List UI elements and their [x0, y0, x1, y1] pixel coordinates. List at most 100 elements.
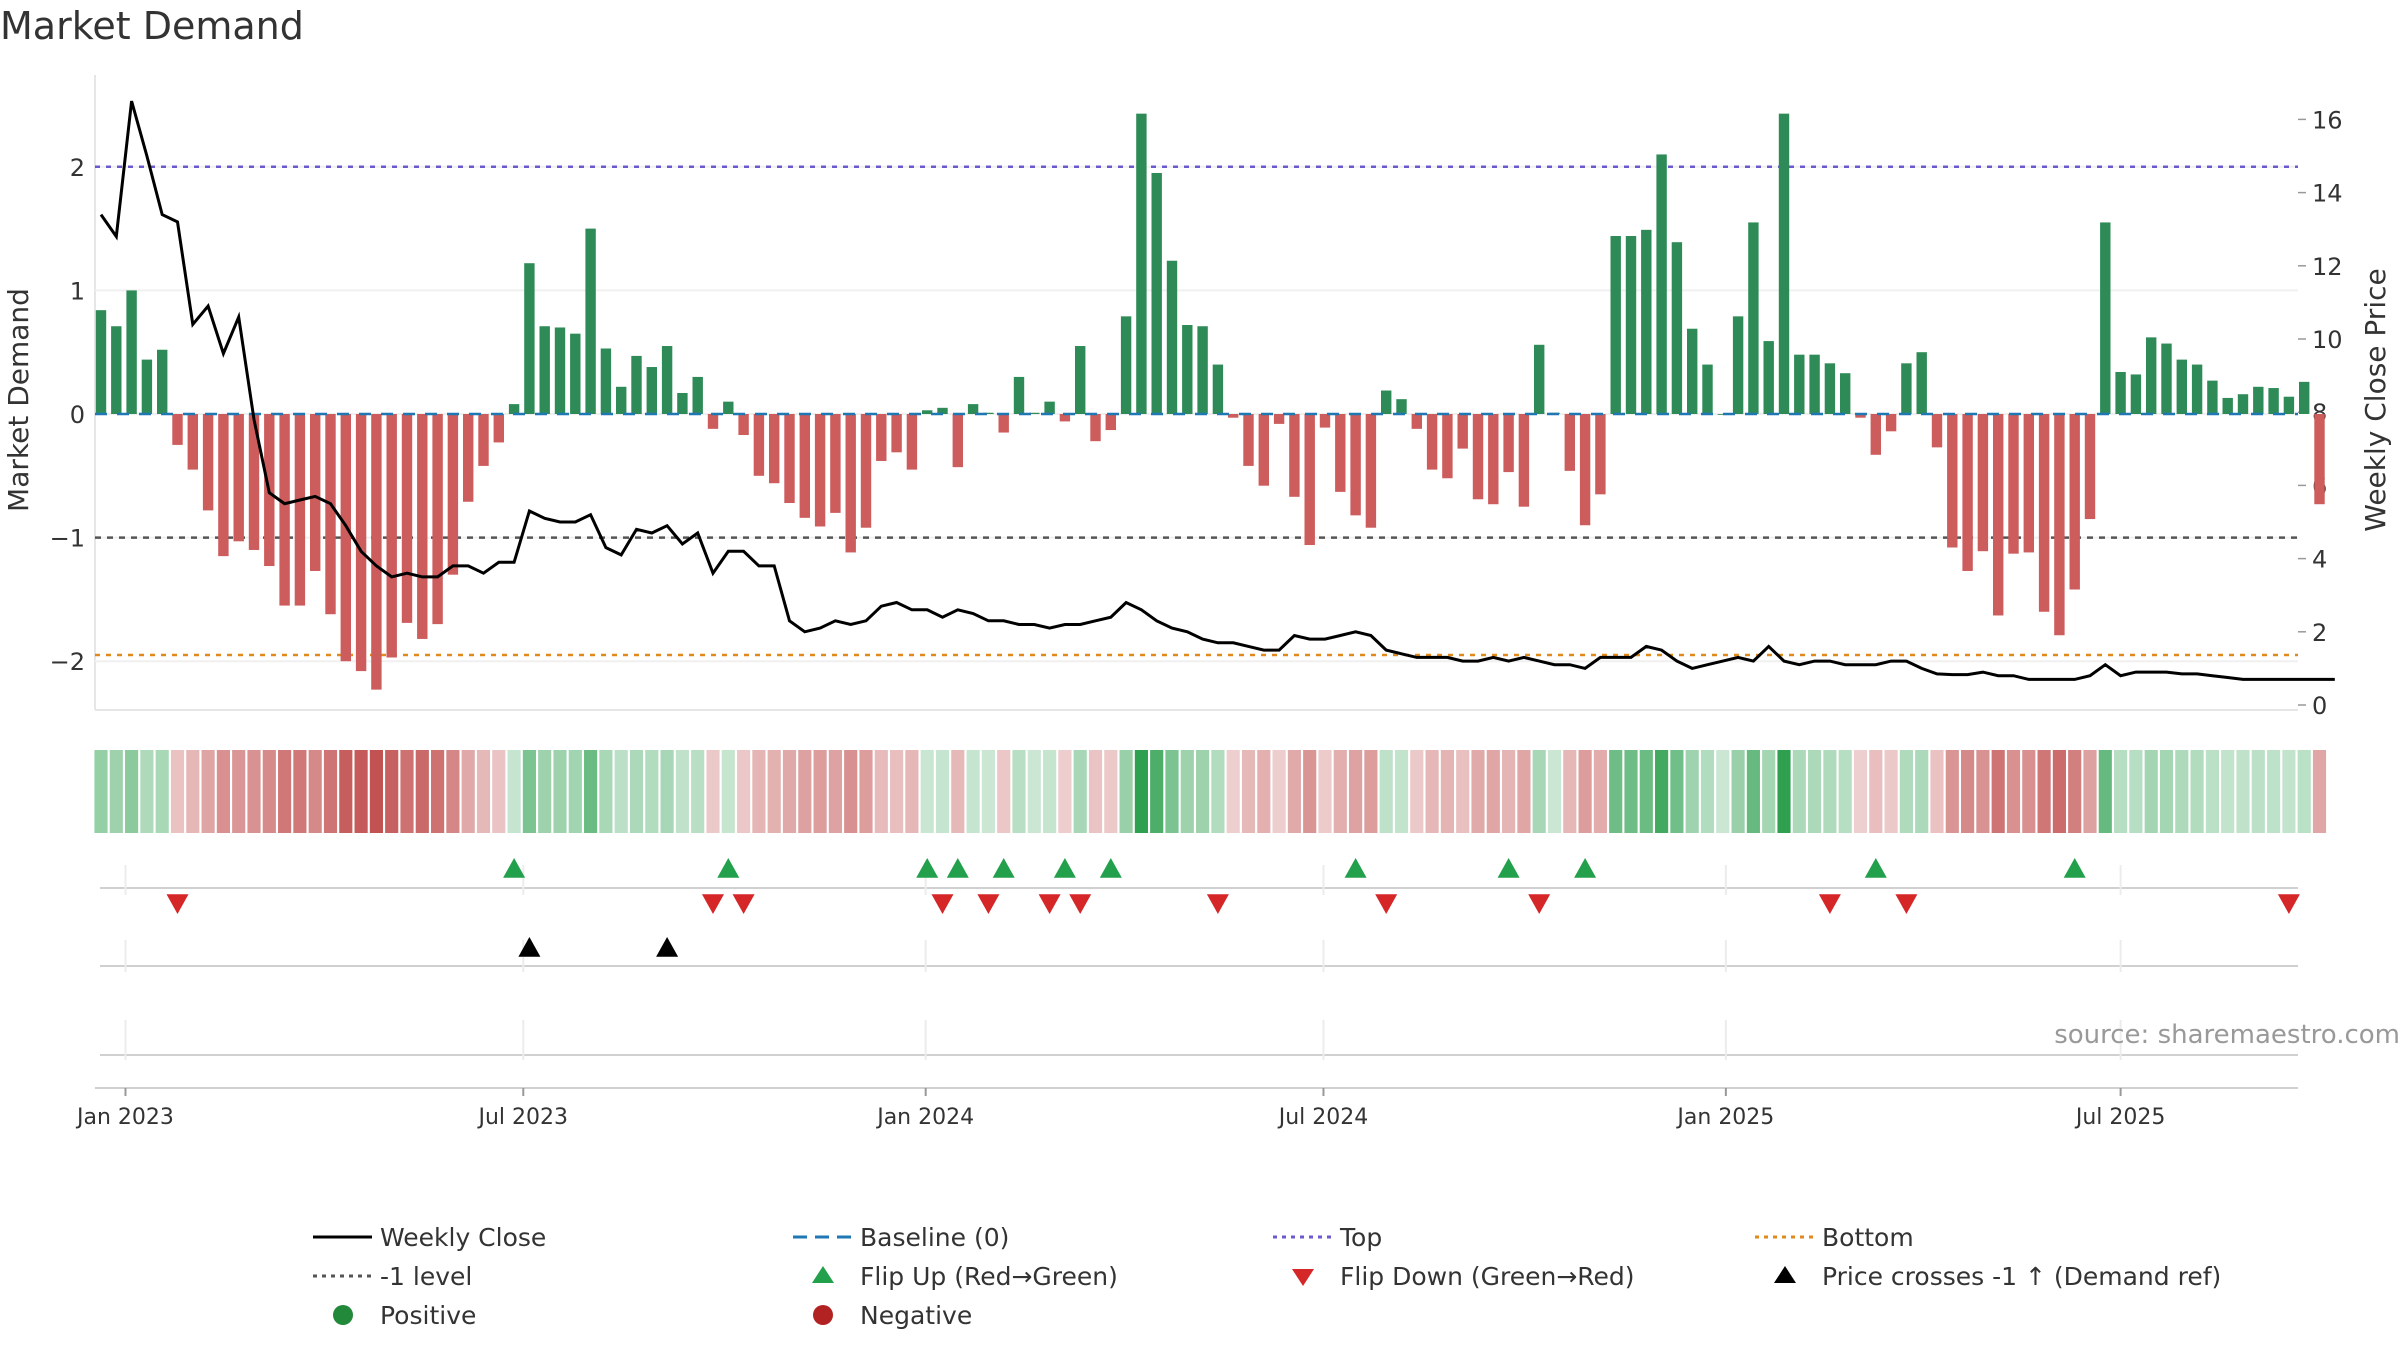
demand-bar [738, 414, 749, 436]
demand-bar [723, 401, 734, 414]
demand-bar [1120, 316, 1132, 414]
demand-bar [1625, 236, 1637, 414]
x-tick-label: Jul 2024 [1277, 1105, 1369, 1130]
demand-bar [677, 392, 688, 414]
demand-bar [1365, 414, 1377, 528]
demand-strip-cell [2129, 750, 2143, 833]
demand-strip-cell [599, 750, 613, 833]
demand-bar [1947, 414, 1958, 548]
chart-title: Market Demand [0, 4, 304, 48]
demand-strip-cell [1823, 750, 1837, 833]
demand-bar [1105, 414, 1117, 431]
demand-bar [1472, 414, 1484, 500]
demand-strip-cell [966, 750, 980, 833]
demand-strip-cell [905, 750, 919, 833]
flip-up-marker [2063, 858, 2086, 878]
flip-up-marker [916, 858, 939, 878]
demand-bar [1855, 414, 1866, 418]
demand-bar [1763, 341, 1774, 414]
demand-strip-cell [2175, 750, 2189, 833]
demand-strip-cell [2022, 750, 2036, 833]
demand-bar [508, 404, 520, 414]
demand-strip-cell [1670, 750, 1684, 833]
demand-strip-cell [1318, 750, 1332, 833]
demand-bar [1870, 414, 1882, 455]
demand-strip-cell [323, 750, 338, 833]
flip-up-marker [1497, 858, 1520, 878]
demand-strip-cell [2297, 750, 2311, 833]
demand-strip-cell [476, 750, 491, 833]
demand-bar [1212, 364, 1224, 414]
x-tick-label: Jan 2023 [75, 1105, 174, 1130]
demand-bar [447, 414, 459, 575]
demand-strip-cell [782, 750, 797, 833]
demand-strip-cell [1196, 750, 1210, 833]
demand-strip-cell [614, 750, 628, 833]
demand-bar [141, 359, 153, 414]
demand-strip-cell [1410, 750, 1424, 833]
demand-bar [432, 414, 443, 625]
demand-bar [1289, 414, 1300, 497]
demand-strip-cell [844, 750, 858, 833]
demand-strip-cell [1394, 750, 1409, 833]
demand-bar [1166, 260, 1178, 414]
demand-bar [1533, 344, 1545, 414]
demand-strip-cell [1884, 750, 1898, 833]
y-axis-title: Market Demand [2, 288, 35, 512]
demand-bar [1319, 414, 1331, 428]
demand-strip-cell [140, 750, 154, 833]
demand-bar [417, 414, 428, 639]
demand-strip-cell [1838, 750, 1852, 833]
demand-strip-cell [1563, 750, 1577, 833]
demand-bar [172, 414, 183, 445]
demand-strip-cell [2083, 750, 2097, 833]
demand-bar [478, 414, 489, 466]
flip-down-marker [1375, 894, 1398, 914]
price-cross-marker [656, 937, 679, 957]
demand-bar [554, 327, 566, 414]
demand-strip-cell [1349, 750, 1363, 833]
demand-bar [2237, 394, 2249, 414]
demand-bar [768, 414, 780, 484]
demand-bar [2008, 414, 2019, 554]
demand-bar [1809, 354, 1820, 414]
demand-strip-cell [400, 750, 414, 833]
demand-strip-cell [675, 750, 689, 833]
demand-strip-cell [1869, 750, 1883, 833]
y2-tick-label: 0 [2312, 692, 2327, 720]
demand-strip-cell [691, 750, 705, 833]
demand-bar [1090, 414, 1101, 442]
demand-strip-cell [1578, 750, 1592, 833]
demand-bar [2268, 388, 2279, 414]
demand-bar [799, 414, 811, 518]
flip-up-marker [1344, 858, 1367, 878]
demand-strip-cell [1502, 750, 1516, 833]
x-tick-label: Jan 2025 [1675, 1105, 1774, 1130]
demand-strip-cell [1180, 750, 1194, 833]
demand-strip-cell [1241, 750, 1256, 833]
demand-strip-cell [890, 750, 904, 833]
demand-strip-cell [2098, 750, 2112, 833]
demand-bar [1442, 414, 1453, 479]
demand-strip-cell [1624, 750, 1638, 833]
demand-strip-cell [1930, 750, 1944, 833]
flip-down-marker [1206, 894, 1229, 914]
demand-strip-cell [1716, 750, 1730, 833]
demand-bar [2038, 414, 2050, 612]
demand-bar [1396, 399, 1407, 414]
demand-strip-cell [155, 750, 169, 833]
x-tick-label: Jul 2023 [477, 1105, 569, 1130]
demand-bar [1151, 172, 1162, 414]
demand-bar [95, 310, 107, 414]
flip-down-marker [702, 894, 724, 914]
demand-bar [1380, 390, 1392, 414]
demand-bar [2130, 374, 2142, 414]
demand-bar [631, 355, 642, 414]
demand-bar [1641, 229, 1652, 414]
flip-down-marker [2277, 894, 2300, 914]
demand-strip-cell [1333, 750, 1347, 833]
demand-bar [187, 414, 199, 470]
demand-strip-cell [2144, 750, 2158, 833]
flip-up-marker [717, 858, 740, 878]
demand-strip-cell [1119, 750, 1133, 833]
